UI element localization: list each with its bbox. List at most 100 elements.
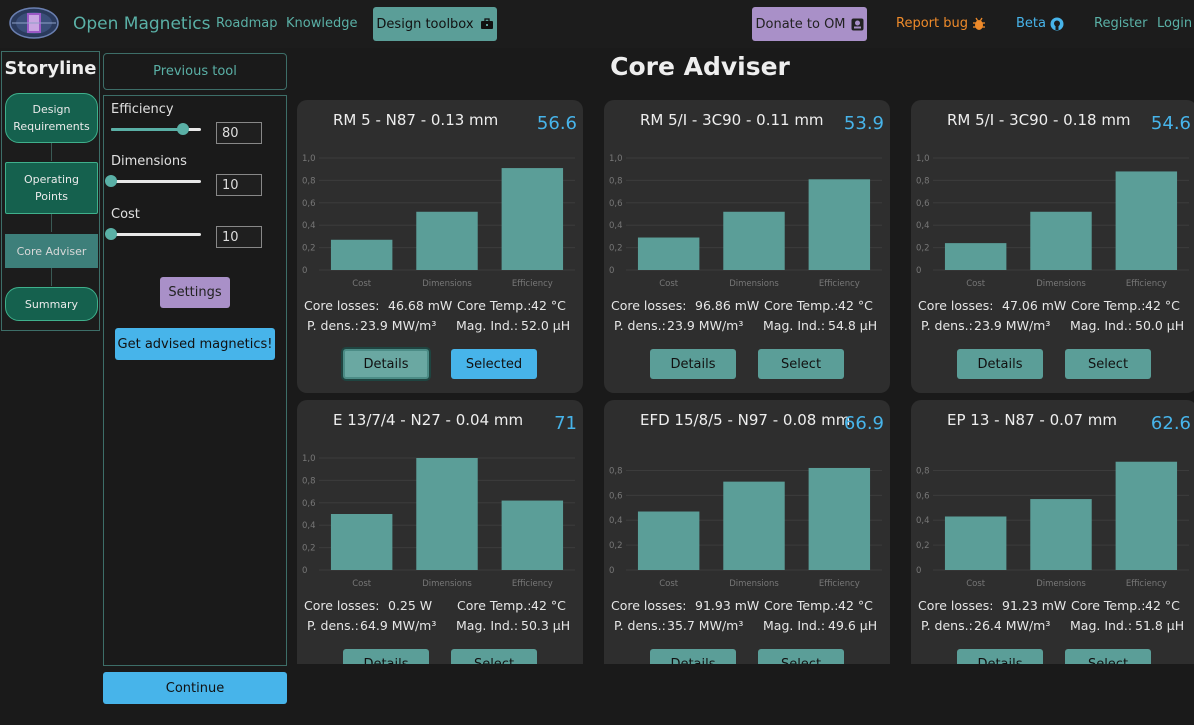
core-losses-value: 91.23 mW — [1002, 598, 1067, 613]
nav-roadmap[interactable]: Roadmap — [216, 16, 278, 31]
open-magnetics-logo-icon[interactable] — [8, 6, 60, 40]
donate-button[interactable]: Donate to OM — [752, 7, 867, 41]
dimensions-slider[interactable] — [105, 175, 201, 187]
y-tick-label: 0 — [609, 566, 614, 576]
brand-name[interactable]: Open Magnetics — [73, 14, 211, 34]
core-losses-label: Core losses: — [304, 598, 380, 613]
storyline-step-operating-points[interactable]: Operating Points — [5, 162, 98, 214]
core-result-card: RM 5/I - 3C90 - 0.11 mm 53.9 1,0 0,8 0,6 0,… — [604, 100, 890, 393]
bar-dimensions — [416, 211, 478, 270]
core-losses-label: Core losses: — [304, 298, 380, 313]
slider-thumb[interactable] — [105, 175, 117, 187]
details-button[interactable]: Details — [343, 349, 429, 379]
select-button[interactable]: Select — [758, 349, 844, 379]
design-toolbox-label: Design toolbox — [376, 16, 474, 32]
y-tick-label: 0,8 — [916, 176, 930, 186]
core-temp-label: Core Temp.: — [764, 298, 839, 313]
bar-efficiency — [1115, 171, 1178, 270]
core-temp-value: 42 °C — [531, 298, 566, 313]
y-tick-label: 0,6 — [916, 491, 930, 501]
y-tick-label: 0 — [916, 566, 921, 576]
storyline-connector — [51, 268, 52, 286]
details-button[interactable]: Details — [957, 349, 1043, 379]
storyline-connector — [51, 214, 52, 232]
score-bar-chart: 1,0 0,8 0,6 0,4 0,2 0 Cost Dimensions Efficiency — [911, 150, 1194, 300]
donate-label: Donate to OM — [755, 16, 846, 32]
cost-value-input[interactable] — [216, 226, 262, 248]
y-tick-label: 0,2 — [302, 244, 316, 254]
storyline-step-summary[interactable]: Summary — [5, 287, 98, 321]
bar-chart-svg: 0,8 0,6 0,4 0,2 0 Cost Dimensions Efficiency — [916, 461, 1189, 589]
details-button[interactable]: Details — [650, 649, 736, 664]
core-title: RM 5 - N87 - 0.13 mm — [333, 111, 499, 129]
power-density-value: 35.7 MW/m³ — [667, 618, 744, 633]
power-density-label: P. dens.: — [307, 618, 359, 633]
storyline-title: Storyline — [4, 58, 97, 79]
core-temp-value: 42 °C — [838, 598, 873, 613]
score-bar-chart: 1,0 0,8 0,6 0,4 0,2 0 Cost Dimensions Efficiency — [604, 150, 890, 300]
dimensions-value-input[interactable] — [216, 174, 262, 196]
bar-dimensions — [723, 211, 785, 270]
selected-button[interactable]: Selected — [451, 349, 537, 379]
mag-ind-label: Mag. Ind.: — [1070, 318, 1133, 333]
core-temp-label: Core Temp.: — [457, 298, 532, 313]
power-density-value: 26.4 MW/m³ — [974, 618, 1051, 633]
mag-ind-value: 51.8 µH — [1135, 618, 1185, 633]
select-button[interactable]: Select — [1065, 349, 1151, 379]
details-button[interactable]: Details — [343, 649, 429, 664]
x-tick-label: Dimensions — [422, 579, 472, 589]
select-button[interactable]: Select — [1065, 649, 1151, 664]
efficiency-slider[interactable] — [111, 123, 201, 135]
core-temp-label: Core Temp.: — [764, 598, 839, 613]
y-tick-label: 0,8 — [916, 466, 930, 476]
storyline-step-design-requirements[interactable]: Design Requirements — [5, 93, 98, 143]
previous-tool-button[interactable]: Previous tool — [103, 53, 287, 90]
nav-knowledge[interactable]: Knowledge — [286, 16, 358, 31]
get-advised-magnetics-button[interactable]: Get advised magnetics! — [115, 328, 275, 360]
efficiency-value-input[interactable] — [216, 122, 262, 144]
register-link[interactable]: Register — [1094, 16, 1148, 31]
select-button[interactable]: Select — [451, 649, 537, 664]
slider-thumb[interactable] — [177, 123, 189, 135]
core-score: 54.6 — [1150, 113, 1191, 134]
beta-link[interactable]: Beta — [1016, 16, 1064, 31]
storyline-panel: Storyline Design Requirements Operating … — [1, 51, 100, 331]
login-link[interactable]: Login — [1157, 16, 1193, 31]
power-density-label: P. dens.: — [921, 618, 973, 633]
y-tick-label: 0,6 — [302, 199, 316, 209]
core-results-grid: RM 5 - N87 - 0.13 mm 56.6 1,0 0,8 0,6 0,4 0,… — [297, 100, 1194, 664]
select-button[interactable]: Select — [758, 649, 844, 664]
core-temp-label: Core Temp.: — [1071, 298, 1146, 313]
details-button[interactable]: Details — [650, 349, 736, 379]
x-tick-label: Cost — [659, 279, 679, 289]
y-tick-label: 0,2 — [609, 244, 623, 254]
x-tick-label: Efficiency — [512, 579, 553, 589]
bug-icon — [972, 17, 985, 30]
x-tick-label: Dimensions — [1036, 279, 1086, 289]
score-bar-chart: 1,0 0,8 0,6 0,4 0,2 0 Cost Dimensions Efficiency — [297, 150, 583, 300]
core-result-card: EP 13 - N87 - 0.07 mm 62.6 0,8 0,6 0,4 0,2 0… — [911, 400, 1194, 664]
bar-chart-svg: 1,0 0,8 0,6 0,4 0,2 0 Cost Dimensions Efficiency — [916, 154, 1189, 289]
bar-efficiency — [808, 467, 871, 570]
toolbox-icon — [480, 18, 493, 29]
report-bug-link[interactable]: Report bug — [896, 16, 986, 31]
core-score: 53.9 — [843, 113, 884, 134]
design-toolbox-button[interactable]: Design toolbox — [373, 7, 497, 41]
bar-cost — [944, 516, 1007, 570]
bar-dimensions — [723, 481, 785, 570]
storyline-connector — [51, 143, 52, 161]
settings-button[interactable]: Settings — [160, 277, 230, 308]
y-tick-label: 0,8 — [609, 466, 623, 476]
core-losses-label: Core losses: — [918, 598, 994, 613]
details-button[interactable]: Details — [957, 649, 1043, 664]
power-density-value: 23.9 MW/m³ — [974, 318, 1051, 333]
storyline-step-core-adviser[interactable]: Core Adviser — [5, 234, 98, 268]
continue-button[interactable]: Continue — [103, 672, 287, 704]
slider-thumb[interactable] — [105, 228, 117, 240]
y-tick-label: 0 — [916, 266, 921, 276]
y-tick-label: 0,8 — [302, 176, 316, 186]
x-tick-label: Cost — [966, 579, 986, 589]
mag-ind-label: Mag. Ind.: — [456, 318, 519, 333]
power-density-label: P. dens.: — [614, 618, 666, 633]
cost-slider[interactable] — [105, 228, 201, 240]
